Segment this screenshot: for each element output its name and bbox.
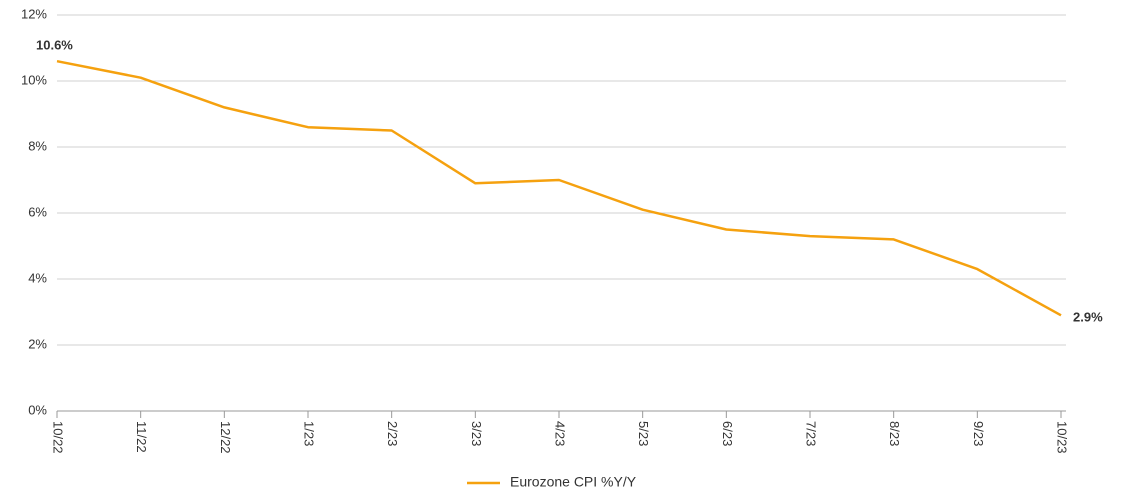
y-tick-label: 6% <box>28 204 47 219</box>
x-tick-label: 12/22 <box>218 421 233 454</box>
y-tick-label: 4% <box>28 270 47 285</box>
legend-label: Eurozone CPI %Y/Y <box>510 474 637 490</box>
x-tick-label: 7/23 <box>804 421 819 446</box>
x-tick-label: 9/23 <box>971 421 986 446</box>
x-tick-label: 11/22 <box>134 421 149 453</box>
x-tick-label: 10/22 <box>51 421 66 454</box>
x-tick-label: 2/23 <box>385 421 400 446</box>
x-tick-label: 3/23 <box>469 421 484 446</box>
y-tick-label: 2% <box>28 336 47 351</box>
line <box>56 59 1062 317</box>
y-tick-label: 10% <box>21 72 47 87</box>
x-tick-label: 1/23 <box>302 421 317 446</box>
x-tick-label: 6/23 <box>720 421 735 446</box>
y-tick-label: 12% <box>21 6 47 21</box>
value-label: 10.6% <box>36 38 73 53</box>
x-tick-label: 8/23 <box>887 421 902 446</box>
y-tick-label: 0% <box>28 402 47 417</box>
value-label: 2.9% <box>1073 310 1103 325</box>
x-tick-label: 5/23 <box>636 421 651 446</box>
x-tick-label: 4/23 <box>553 421 568 446</box>
y-tick-label: 8% <box>28 138 47 153</box>
x-tick-label: 10/23 <box>1055 421 1070 454</box>
